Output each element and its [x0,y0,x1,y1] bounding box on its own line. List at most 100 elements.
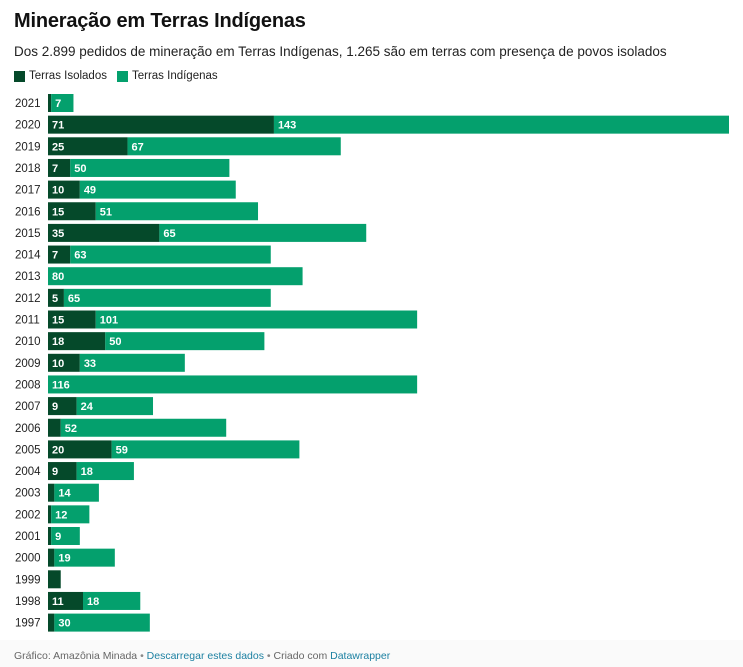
bar-indigenas-2011 [95,310,418,329]
bar-indigenas-2007 [76,397,154,416]
bar-indigenas-1998 [83,591,141,610]
bar-isolados-2017 [48,180,80,199]
value-label-indigenas-2012: 65 [68,293,80,305]
datawrapper-link[interactable]: Datawrapper [330,650,391,662]
value-label-isolados-2009: 10 [52,358,64,370]
bar-indigenas-2021 [51,94,74,112]
value-label-indigenas-2008: 116 [52,379,70,391]
bar-isolados-2012 [48,288,64,307]
value-label-isolados-2010: 18 [52,336,64,348]
bar-indigenas-2004 [76,462,134,481]
value-label-isolados-1998: 11 [52,596,64,608]
bar-indigenas-2015 [159,223,367,242]
category-label-2012: 2012 [15,293,41,305]
value-label-indigenas-2004: 18 [81,466,93,478]
bar-isolados-2003 [48,483,55,502]
bar-indigenas-2003 [54,483,99,502]
bar-isolados-2005 [48,440,112,459]
value-label-indigenas-2019: 67 [132,141,144,153]
bar-indigenas-2012 [63,288,271,307]
bar-isolados-2021 [48,94,52,112]
value-label-indigenas-2014: 63 [74,250,86,262]
value-label-indigenas-2021: 7 [55,98,61,110]
category-label-2000: 2000 [15,553,41,565]
bar-isolados-2002 [48,505,52,524]
category-label-2013: 2013 [15,271,41,283]
bar-isolados-2009 [48,353,80,372]
category-label-2004: 2004 [15,466,41,478]
bar-indigenas-2017 [79,180,236,199]
value-label-indigenas-2016: 51 [100,206,112,218]
legend-swatch-indigenas [116,70,128,82]
category-label-2007: 2007 [15,401,41,413]
bar-isolados-2004 [48,462,77,481]
value-label-indigenas-2015: 65 [163,228,175,240]
chart-title: Mineração em Terras Indígenas [14,10,306,32]
category-label-2008: 2008 [15,379,41,391]
category-label-2020: 2020 [15,120,41,132]
bar-indigenas-2018 [70,158,230,177]
bar-indigenas-2020 [273,115,729,134]
footer-sep-1: • [137,650,147,662]
bar-indigenas-2001 [51,527,80,545]
value-label-isolados-2019: 25 [52,141,64,153]
value-label-isolados-2012: 5 [52,293,58,305]
category-label-2002: 2002 [15,509,41,521]
bar-isolados-2018 [48,158,71,177]
footer-created: Criado com [273,650,328,662]
bar-indigenas-2009 [79,353,185,372]
value-label-indigenas-1998: 18 [87,596,99,608]
category-label-2009: 2009 [15,358,41,370]
category-label-2021: 2021 [15,98,41,110]
bar-isolados-2014 [48,245,71,264]
category-label-2010: 2010 [15,336,41,348]
legend-item-indigenas: Terras Indígenas [116,70,218,82]
legend-swatch-isolados [14,70,25,82]
value-label-indigenas-2010: 50 [109,336,121,348]
category-label-2001: 2001 [15,531,41,543]
chart-subtitle: Dos 2.899 pedidos de mineração em Terras… [14,44,667,59]
value-label-indigenas-2006: 52 [65,423,77,435]
bar-indigenas-2002 [51,505,90,524]
bar-isolados-2020 [48,115,274,134]
bar-indigenas-2008 [48,375,418,394]
category-label-2017: 2017 [15,185,41,197]
value-label-isolados-2014: 7 [52,250,58,262]
bar-isolados-2000 [48,548,55,567]
bar-isolados-2015 [48,223,160,242]
value-label-indigenas-2007: 24 [81,401,94,413]
download-data-link[interactable]: Descarregar estes dados [146,650,264,662]
footer-sep-2: • [263,650,274,662]
legend-item-isolados: Terras Isolados [14,70,107,82]
value-label-isolados-2016: 15 [52,206,64,218]
value-label-isolados-2007: 9 [52,401,58,413]
category-label-1998: 1998 [15,596,41,608]
category-label-1999: 1999 [15,574,41,586]
value-label-indigenas-2001: 9 [55,531,61,543]
bar-isolados-2011 [48,310,96,329]
value-label-indigenas-2000: 19 [58,553,70,565]
bar-indigenas-2019 [127,137,341,156]
bar-isolados-1997 [48,613,55,632]
value-label-indigenas-1997: 30 [58,618,70,630]
bar-indigenas-2006 [60,418,227,437]
value-label-indigenas-2020: 143 [278,120,296,132]
bar-isolados-1998 [48,591,83,610]
value-label-isolados-2005: 20 [52,444,64,456]
legend: Terras Isolados Terras Indígenas [14,70,228,82]
value-label-indigenas-2005: 59 [116,444,128,456]
value-label-indigenas-2011: 101 [100,315,118,327]
value-label-isolados-2015: 35 [52,228,64,240]
value-label-indigenas-2003: 14 [58,488,71,500]
value-label-indigenas-2009: 33 [84,358,96,370]
category-label-2011: 2011 [15,315,40,327]
value-label-indigenas-2002: 12 [55,509,67,521]
category-label-2005: 2005 [15,444,41,456]
footer-text: Gráfico: Amazônia Minada • Descarregar e… [14,650,390,662]
bar-indigenas-2005 [111,440,300,459]
category-label-2003: 2003 [15,488,41,500]
bar-isolados-2006 [48,418,61,437]
bar-isolados-2007 [48,397,77,416]
bar-isolados-2010 [48,332,106,351]
